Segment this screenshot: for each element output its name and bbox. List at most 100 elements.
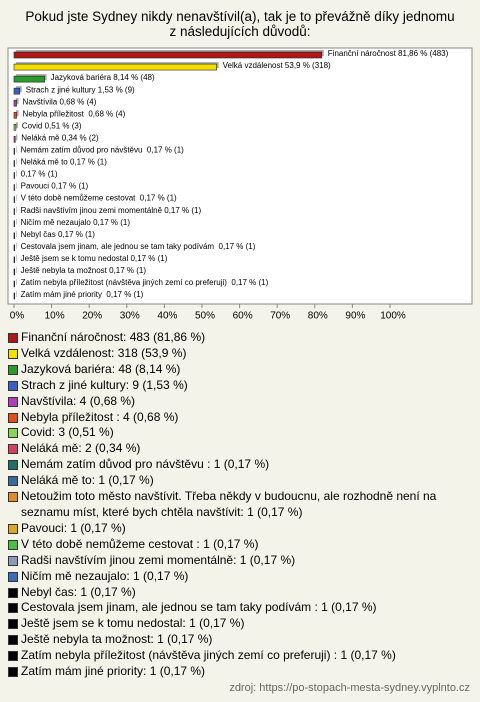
bar-shadow	[16, 146, 17, 153]
legend-label: Jazyková bariéra: 48 (8,14 %)	[21, 361, 181, 376]
x-tick-label: 10%	[45, 311, 65, 322]
legend-item: Ještě jsem se k tomu nedostal: 1 (0,17 %…	[8, 616, 474, 632]
legend-item: Neláká mě: 2 (0,34 %)	[8, 441, 474, 457]
legend-swatch	[8, 333, 18, 343]
legend-label: Nebyl čas: 1 (0,17 %)	[21, 584, 136, 599]
x-tick-label: 70%	[270, 311, 290, 322]
bar-shadow	[16, 230, 17, 237]
bar	[13, 75, 45, 83]
bar-label: Velká vzdálenost 53,9 % (318)	[223, 61, 331, 70]
chart-title: Pokud jste Sydney nikdy nenavštívil(a), …	[25, 9, 455, 39]
legend-label: Zatím mám jiné priority: 1 (0,17 %)	[21, 664, 206, 679]
legend-item: V této době nemůžeme cestovat : 1 (0,17 …	[8, 537, 474, 553]
bar-label: Jazyková bariéra 8,14 % (48)	[51, 73, 155, 82]
legend-label: Strach z jiné kultury: 9 (1,53 %)	[21, 377, 188, 392]
legend-label: Ještě jsem se k tomu nedostal: 1 (0,17 %…	[21, 616, 245, 631]
legend-swatch	[8, 428, 18, 439]
legend-swatch	[8, 460, 18, 471]
legend-item: Ještě nebyla ta možnost: 1 (0,17 %)	[8, 632, 474, 648]
legend-item: Jazyková bariéra: 48 (8,14 %)	[8, 362, 474, 378]
bar-label: Pavouci 0,17 % (1)	[21, 182, 89, 191]
bar-label: Neláká mě to 0,17 % (1)	[21, 158, 108, 167]
legend-swatch	[8, 364, 18, 375]
legend-item: Radši navštívím jinou zemi momentálně: 1…	[8, 553, 474, 569]
legend-label: Navštívila: 4 (0,68 %)	[21, 393, 136, 408]
bar	[13, 63, 217, 71]
legend-label: Radši navštívím jinou zemi momentálně: 1…	[21, 552, 296, 567]
bar	[13, 99, 17, 107]
legend-swatch	[8, 476, 18, 487]
bar-label: Ničím mě nezaujalo 0,17 % (1)	[21, 218, 131, 227]
bar	[13, 208, 15, 215]
bar	[13, 292, 15, 300]
legend-item: Nebyla příležitost : 4 (0,68 %)	[8, 410, 474, 426]
x-tick-label: 100%	[380, 311, 406, 322]
bar	[13, 280, 15, 288]
bar-shadow	[16, 242, 17, 249]
legend-label: Neláká mě: 2 (0,34 %)	[21, 441, 141, 456]
bar-shadow	[16, 110, 19, 117]
legend-swatch	[8, 523, 18, 534]
bar-label: V této době nemůžeme cestovat 0,17 % (1)	[21, 194, 177, 203]
legend-label: Pavouci: 1 (0,17 %)	[21, 520, 126, 535]
bar-shadow	[16, 182, 17, 189]
legend-label: Finanční náročnost: 483 (81,86 %)	[21, 330, 206, 344]
bar-label: Neláká mě 0,34 % (2)	[21, 133, 99, 142]
legend-swatch	[8, 555, 18, 566]
legend-item: Covid: 3 (0,51 %)	[8, 425, 474, 441]
legend-item: Cestovala jsem jinam, ale jednou se tam …	[8, 600, 474, 616]
bar-shadow	[16, 254, 17, 261]
legend-label: Zatím nebyla příležitost (návštěva jinýc…	[21, 648, 396, 663]
x-tick-label: 60%	[233, 311, 253, 322]
legend-label: V této době nemůžeme cestovat : 1 (0,17 …	[21, 536, 259, 551]
bar-label: Zatím mám jiné priority 0,17 % (1)	[21, 290, 144, 299]
legend-swatch	[8, 667, 18, 678]
bar-shadow	[16, 218, 17, 225]
x-tick-label: 80%	[308, 311, 328, 322]
legend-item: Pavouci: 1 (0,17 %)	[8, 521, 474, 537]
bar-shadow	[16, 98, 19, 105]
legend-swatch	[8, 492, 18, 503]
bar-label: Nemám zatím důvod pro návštěvu 0,17 % (1…	[21, 146, 185, 155]
legend-item: Zatím mám jiné priority: 1 (0,17 %)	[8, 664, 474, 680]
legend-swatch	[8, 539, 18, 550]
bar-label: Nebyla příležitost 0,68 % (4)	[23, 109, 126, 118]
bar	[13, 172, 15, 179]
x-tick-label: 40%	[157, 311, 177, 322]
bar	[13, 220, 15, 227]
bar-label: Cestovala jsem jinam, ale jednou se tam …	[21, 242, 256, 251]
legend-swatch	[8, 444, 18, 455]
legend-swatch	[8, 396, 18, 407]
legend-swatch	[8, 603, 18, 614]
bar	[13, 51, 323, 59]
bar	[13, 244, 15, 252]
legend-swatch	[8, 571, 18, 582]
x-tick-label: 50%	[195, 311, 215, 322]
bar-label: Finanční náročnost 81,86 % (483)	[328, 49, 449, 58]
legend-swatch	[8, 651, 18, 662]
bar	[13, 148, 15, 155]
bar	[13, 160, 15, 167]
bar-shadow	[16, 134, 18, 141]
x-tick-label: 90%	[345, 311, 365, 322]
legend-item: Nemám zatím důvod pro návštěvu : 1 (0,17…	[8, 457, 474, 473]
bar-label: Radši navštívím jinou zemi momentálně 0,…	[21, 206, 202, 215]
legend: Finanční náročnost: 483 (81,86 %) Velká v…	[8, 330, 474, 680]
legend-label: Nemám zatím důvod pro návštěvu : 1 (0,17…	[21, 457, 270, 472]
legend-item: Ničím mě nezaujalo: 1 (0,17 %)	[8, 569, 474, 585]
legend-item: Velká vzdálenost: 318 (53,9 %)	[8, 346, 474, 362]
legend-label: Ničím mě nezaujalo: 1 (0,17 %)	[21, 568, 189, 583]
bar-shadow	[16, 194, 17, 201]
bar-label: Covid 0,51 % (3)	[22, 121, 82, 130]
bar-label: Zatím nebyla příležitost (návštěva jinýc…	[21, 278, 269, 287]
legend-swatch	[8, 635, 18, 646]
legend-swatch	[8, 412, 18, 423]
bar-label: Ještě jsem se k tomu nedostal 0,17 % (1)	[21, 254, 168, 263]
bar	[13, 111, 17, 119]
legend-item: Strach z jiné kultury: 9 (1,53 %)	[8, 378, 474, 394]
bar-label: 0,17 % (1)	[21, 170, 58, 179]
bar-label: Nebyl čas 0,17 % (1)	[21, 230, 96, 239]
bar	[13, 184, 15, 191]
legend-swatch	[8, 619, 18, 630]
